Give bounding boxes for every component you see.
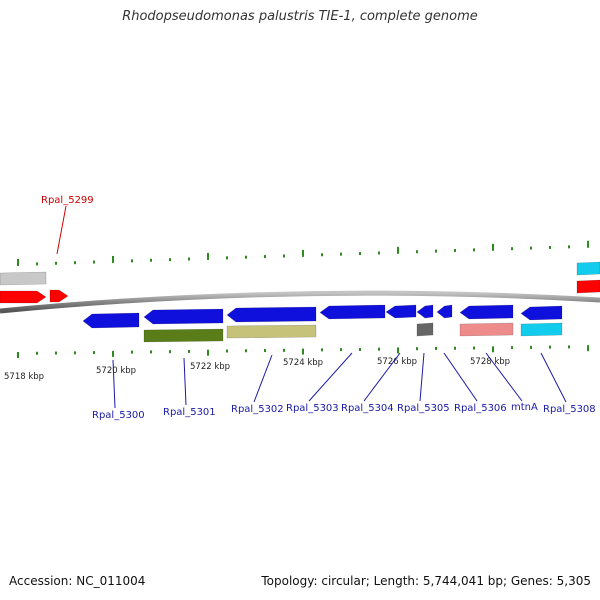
gene-rpal-5305 <box>416 304 434 319</box>
scale-label: 5722 kbp <box>190 362 230 372</box>
gene-label: Rpal_5305 <box>397 403 450 414</box>
feature-olive <box>143 328 224 343</box>
label-leader-line <box>485 352 523 402</box>
scale-label: 5724 kbp <box>283 358 323 368</box>
gene-label: Rpal_5301 <box>163 407 216 418</box>
scale-label: 5726 kbp <box>377 357 417 367</box>
tick-marks <box>17 240 589 358</box>
gene-label: Rpal_5308 <box>543 404 596 415</box>
genome-title: Rhodopseudomonas palustris TIE-1, comple… <box>122 9 478 24</box>
label-leader-line <box>419 352 425 402</box>
gene-label: Rpal_5304 <box>341 403 394 414</box>
feature-khaki <box>226 324 317 339</box>
scale-label: 5718 kbp <box>4 372 44 382</box>
gene-label: Rpal_5302 <box>231 404 284 415</box>
topology-text: Topology: circular; Length: 5,744,041 bp… <box>261 574 591 588</box>
label-leader-line <box>253 354 273 403</box>
label-leader-line <box>540 352 567 403</box>
feature-pink <box>459 322 514 337</box>
gene-feature-red <box>0 290 47 304</box>
gene-label: Rpal_5303 <box>286 403 339 414</box>
gene-features <box>0 261 600 343</box>
scale-label: 5728 kbp <box>470 357 510 367</box>
gene-rpal-5305b <box>436 304 453 319</box>
gene-rpal-5300 <box>82 312 140 329</box>
gene-mtna <box>520 305 563 321</box>
label-leader-line <box>56 205 67 255</box>
label-leader-line <box>183 357 187 406</box>
feature-cyan <box>520 322 563 337</box>
gene-feature-red-right <box>576 279 600 294</box>
gene-rpal-5304 <box>385 304 417 319</box>
accession-text: Accession: NC_011004 <box>9 574 146 588</box>
label-leader-line <box>112 359 116 409</box>
genome-backbone <box>0 290 600 314</box>
gene-rpal-5306 <box>459 304 514 320</box>
label-leader-line <box>443 352 478 402</box>
label-leader-line <box>308 352 353 402</box>
gene-label: Rpal_5299 <box>41 195 94 206</box>
gene-label: mtnA <box>511 402 538 413</box>
gene-label: Rpal_5306 <box>454 403 507 414</box>
gene-label: Rpal_5300 <box>92 410 145 421</box>
gene-feature-gray <box>0 271 47 286</box>
scale-labels: 5718 kbp 5720 kbp 5722 kbp 5724 kbp 5726 kbp… <box>4 357 510 382</box>
label-leader-line <box>363 352 401 402</box>
gene-rpal-5302 <box>226 306 317 323</box>
feature-gray <box>416 322 434 337</box>
gene-rpal-5299 <box>49 289 69 303</box>
gene-feature-cyan-right <box>576 261 600 276</box>
gene-rpal-5303 <box>319 304 386 320</box>
scale-label: 5720 kbp <box>96 366 136 376</box>
gene-rpal-5301 <box>143 308 224 325</box>
